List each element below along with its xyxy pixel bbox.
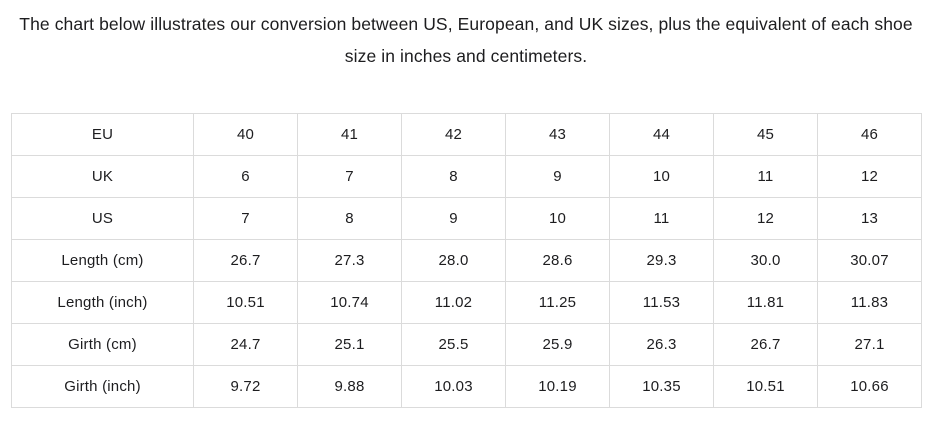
table-cell: 11 xyxy=(713,155,818,198)
table-cell: 11.83 xyxy=(817,281,922,324)
row-label: Girth (inch) xyxy=(11,365,194,408)
table-cell: 42 xyxy=(401,113,506,156)
table-cell: 24.7 xyxy=(193,323,298,366)
table-cell: 9 xyxy=(505,155,610,198)
table-cell: 25.5 xyxy=(401,323,506,366)
table-cell: 26.3 xyxy=(609,323,714,366)
row-label: Length (cm) xyxy=(11,239,194,282)
table-cell: 7 xyxy=(297,155,402,198)
table-cell: 41 xyxy=(297,113,402,156)
table-cell: 28.6 xyxy=(505,239,610,282)
caption-text: The chart below illustrates our conversi… xyxy=(19,14,913,66)
table-cell: 26.7 xyxy=(193,239,298,282)
table-row: Girth (inch) 9.72 9.88 10.03 10.19 10.35 10.51… xyxy=(11,365,922,408)
table-cell: 27.3 xyxy=(297,239,402,282)
table-row: Length (cm) 26.7 27.3 28.0 28.6 29.3 30.0 30.07 xyxy=(11,239,922,282)
table-cell: 30.0 xyxy=(713,239,818,282)
row-label: US xyxy=(11,197,194,240)
table-cell: 7 xyxy=(193,197,298,240)
table-cell: 10 xyxy=(505,197,610,240)
table-row: EU 40 41 42 43 44 45 46 xyxy=(11,113,922,156)
table-cell: 6 xyxy=(193,155,298,198)
table-cell: 11 xyxy=(609,197,714,240)
table-cell: 40 xyxy=(193,113,298,156)
row-label: UK xyxy=(11,155,194,198)
table-row: UK 6 7 8 9 10 11 12 xyxy=(11,155,922,198)
table-cell: 9 xyxy=(401,197,506,240)
table-cell: 45 xyxy=(713,113,818,156)
table-cell: 9.88 xyxy=(297,365,402,408)
table-cell: 9.72 xyxy=(193,365,298,408)
table-cell: 28.0 xyxy=(401,239,506,282)
size-table-container: EU 40 41 42 43 44 45 46 UK 6 7 8 9 10 11 12 US 7 8 9 10 11 12 1… xyxy=(11,113,922,408)
table-cell: 12 xyxy=(713,197,818,240)
table-cell: 10.74 xyxy=(297,281,402,324)
size-conversion-table: EU 40 41 42 43 44 45 46 UK 6 7 8 9 10 11 12 US 7 8 9 10 11 12 1… xyxy=(11,113,922,408)
table-cell: 11.81 xyxy=(713,281,818,324)
table-cell: 11.25 xyxy=(505,281,610,324)
table-cell: 25.1 xyxy=(297,323,402,366)
table-cell: 27.1 xyxy=(817,323,922,366)
table-cell: 44 xyxy=(609,113,714,156)
table-row: Length (inch) 10.51 10.74 11.02 11.25 11.53 11… xyxy=(11,281,922,324)
table-cell: 29.3 xyxy=(609,239,714,282)
row-label: Girth (cm) xyxy=(11,323,194,366)
table-cell: 8 xyxy=(297,197,402,240)
table-cell: 26.7 xyxy=(713,323,818,366)
row-label: Length (inch) xyxy=(11,281,194,324)
table-cell: 46 xyxy=(817,113,922,156)
table-cell: 10.35 xyxy=(609,365,714,408)
table-cell: 25.9 xyxy=(505,323,610,366)
table-cell: 10 xyxy=(609,155,714,198)
size-table-body: EU 40 41 42 43 44 45 46 UK 6 7 8 9 10 11 12 US 7 8 9 10 11 12 1… xyxy=(11,113,922,408)
table-cell: 43 xyxy=(505,113,610,156)
table-cell: 10.66 xyxy=(817,365,922,408)
table-cell: 8 xyxy=(401,155,506,198)
table-cell: 12 xyxy=(817,155,922,198)
table-cell: 30.07 xyxy=(817,239,922,282)
table-cell: 10.51 xyxy=(713,365,818,408)
table-row: Girth (cm) 24.7 25.1 25.5 25.9 26.3 26.7 27.1 xyxy=(11,323,922,366)
table-cell: 13 xyxy=(817,197,922,240)
table-cell: 11.53 xyxy=(609,281,714,324)
row-label: EU xyxy=(11,113,194,156)
table-cell: 10.51 xyxy=(193,281,298,324)
table-cell: 11.02 xyxy=(401,281,506,324)
table-row: US 7 8 9 10 11 12 13 xyxy=(11,197,922,240)
table-cell: 10.03 xyxy=(401,365,506,408)
table-cell: 10.19 xyxy=(505,365,610,408)
